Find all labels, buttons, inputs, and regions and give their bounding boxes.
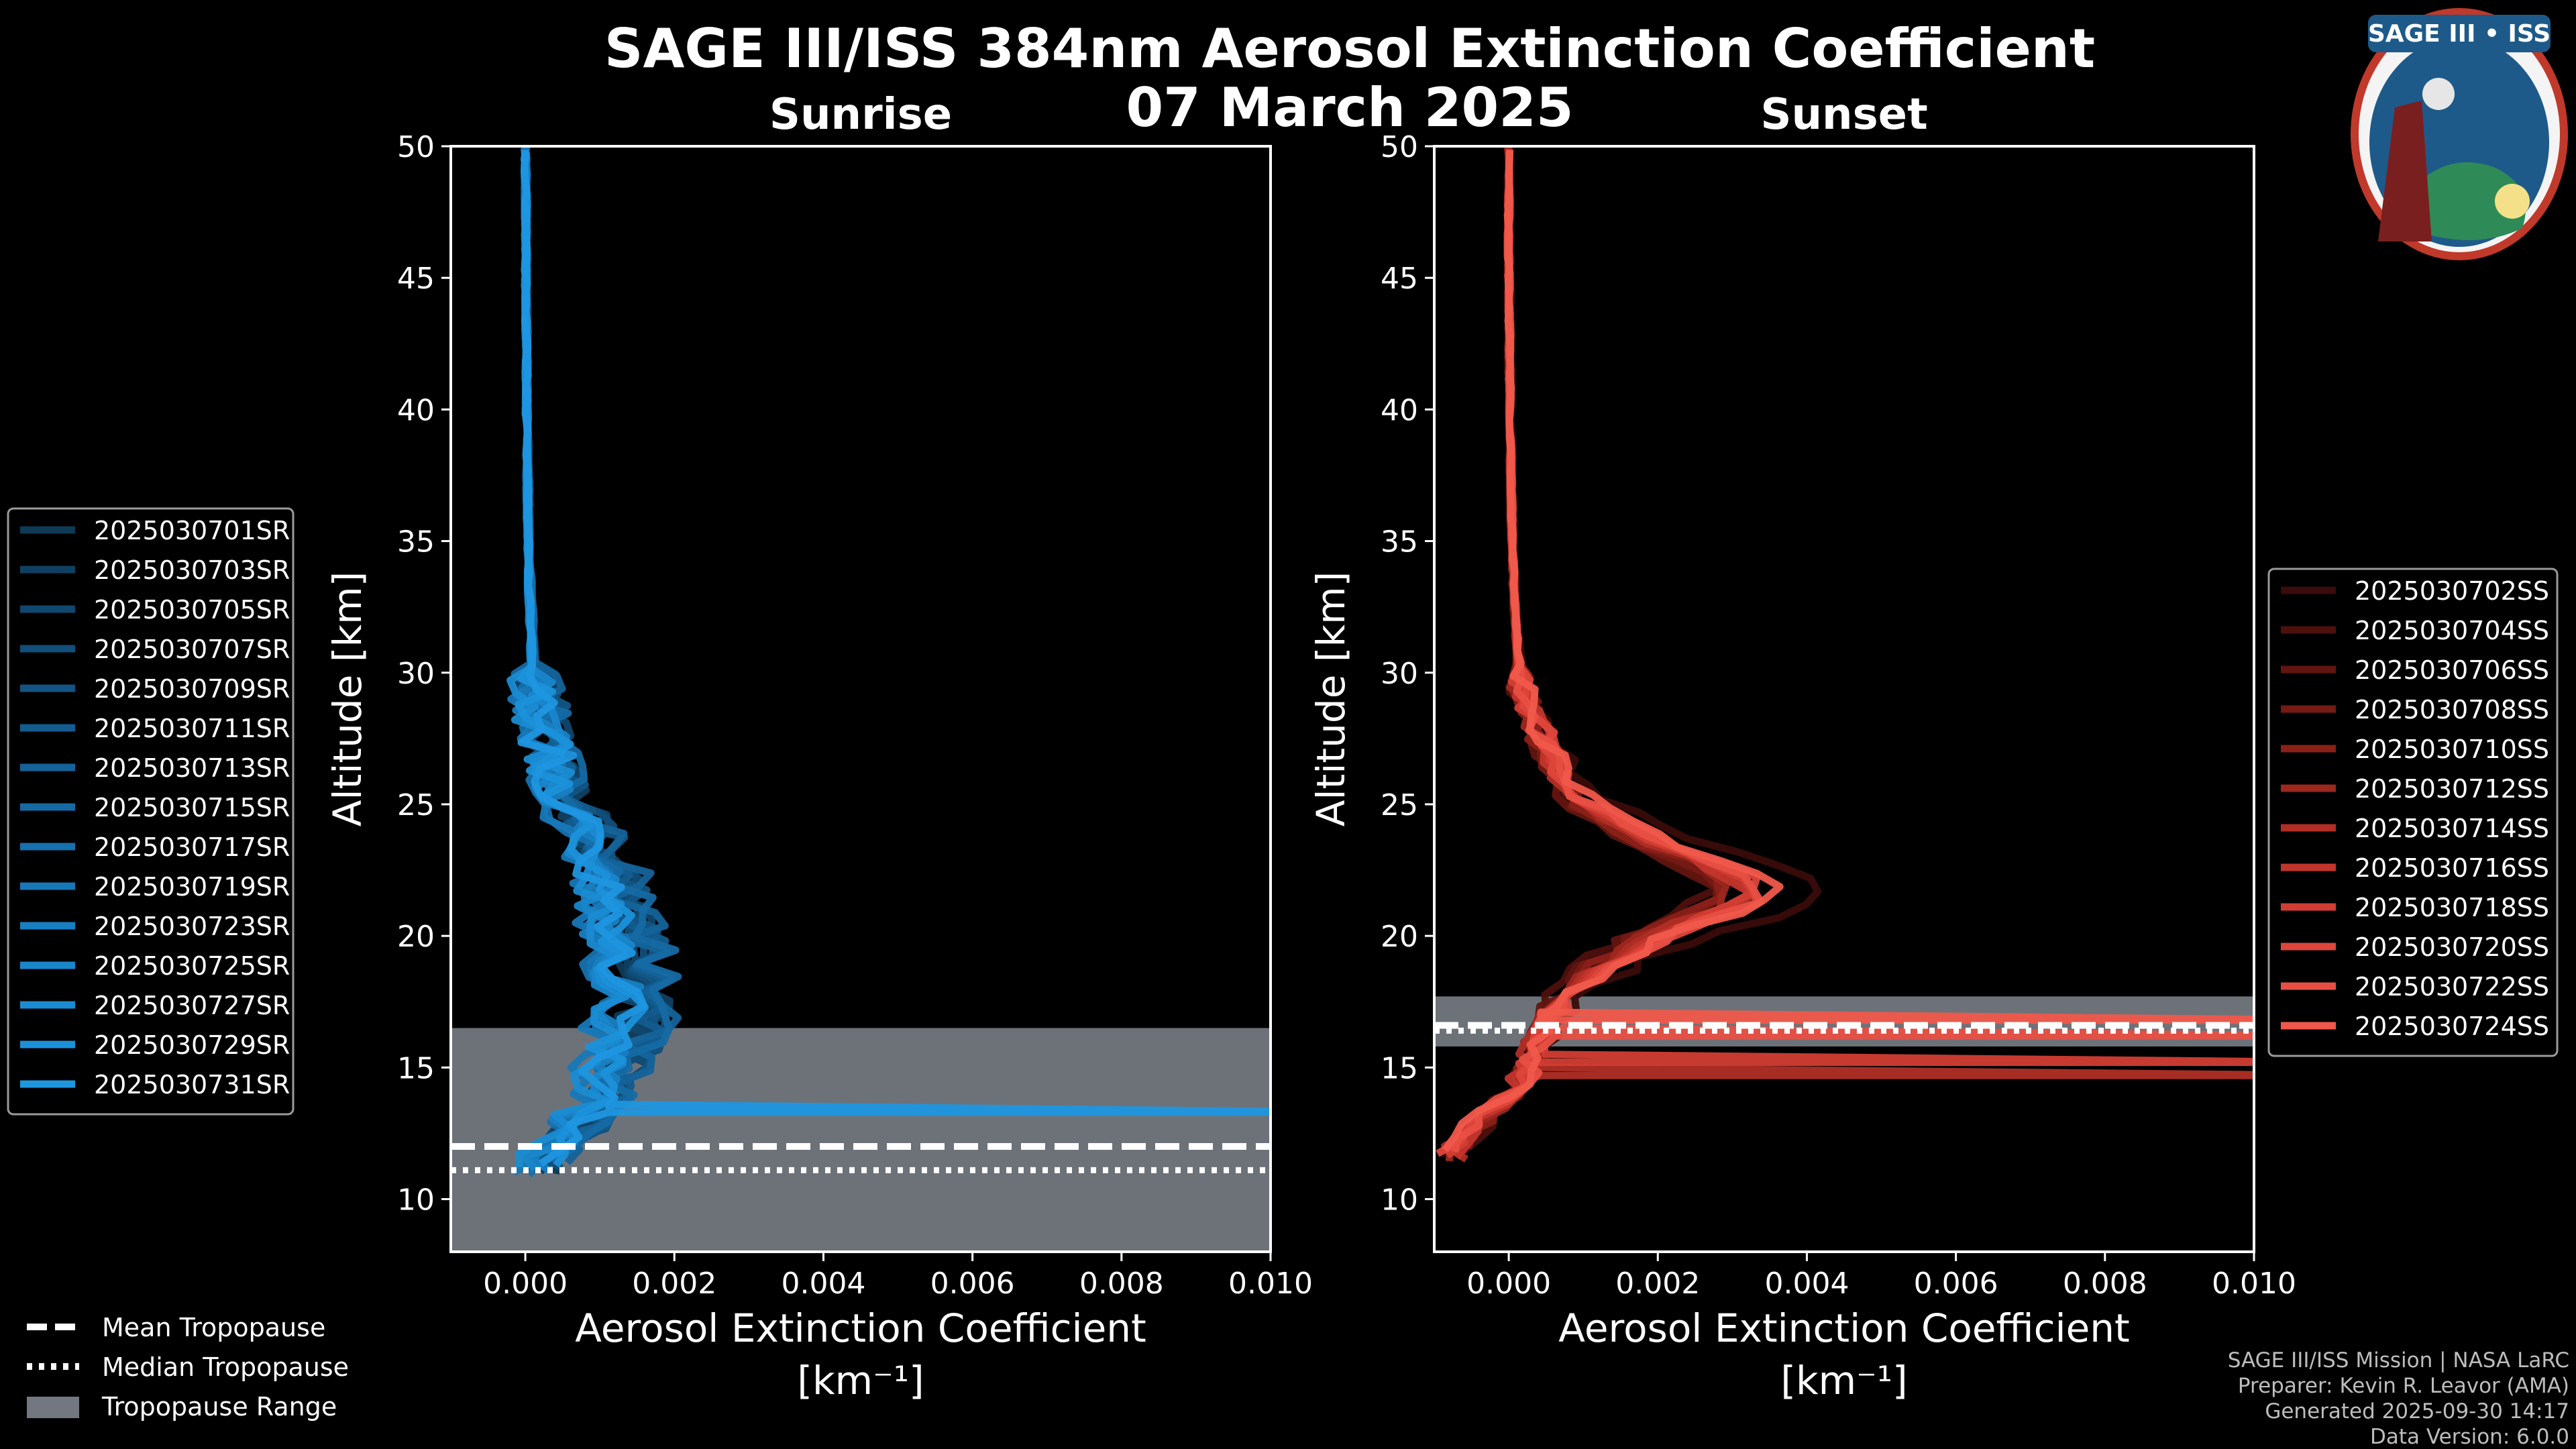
- sunrise-xtick-label: 0.006: [930, 1267, 1015, 1301]
- legend-label-2025030729SR: 2025030729SR: [94, 1030, 290, 1060]
- legend-label-2025030720SS: 2025030720SS: [2355, 932, 2549, 962]
- logo-earth-icon: [2402, 162, 2526, 240]
- sunset-legend: 2025030702SS 2025030704SS 2025030706SS 2025…: [2267, 568, 2559, 1057]
- sunrise-ytick-label: 15: [397, 1051, 435, 1085]
- sunrise-xlabel-units: [km⁻¹]: [797, 1358, 924, 1403]
- figure-title-line2: 07 March 2025: [1126, 76, 1573, 139]
- legend-label-2025030719SR: 2025030719SR: [94, 872, 290, 902]
- sunset-ytick-label: 10: [1381, 1183, 1418, 1218]
- sunrise-xtick-label: 0.000: [483, 1267, 568, 1301]
- legend-label-2025030712SS: 2025030712SS: [2355, 774, 2549, 804]
- figure-title-line1: SAGE III/ISS 384nm Aerosol Extinction Co…: [604, 17, 2095, 80]
- legend-label-2025030718SS: 2025030718SS: [2355, 893, 2549, 922]
- legend-label-2025030713SR: 2025030713SR: [94, 753, 290, 783]
- legend-label-2025030731SR: 2025030731SR: [94, 1070, 290, 1099]
- legend-label-2025030714SS: 2025030714SS: [2355, 814, 2549, 843]
- credit-line-3: Generated 2025-09-30 14:17: [2265, 1399, 2569, 1424]
- credit-line-4: Data Version: 6.0.0: [2370, 1425, 2569, 1449]
- sunrise-xtick-label: 0.002: [632, 1267, 716, 1301]
- sunset-xtick-label: 0.004: [1764, 1267, 1849, 1301]
- legend-label-2025030706SS: 2025030706SS: [2355, 655, 2549, 685]
- sunset-ytick-label: 25: [1381, 788, 1418, 822]
- sunrise-xtick-label: 0.004: [781, 1267, 865, 1301]
- sunset-ylabel: Altitude [km]: [1308, 572, 1354, 826]
- sunset-xlabel-units: [km⁻¹]: [1780, 1358, 1907, 1403]
- sunset-legend-box: [2267, 568, 2559, 1057]
- sunrise-ytick-label: 45: [397, 262, 435, 296]
- sunset-ytick-label: 30: [1381, 657, 1418, 691]
- legend-label-2025030711SR: 2025030711SR: [94, 714, 290, 743]
- legend-label-2025030725SR: 2025030725SR: [94, 951, 290, 981]
- sunset-xtick-label: 0.008: [2063, 1267, 2147, 1301]
- legend-label-2025030708SS: 2025030708SS: [2355, 695, 2549, 724]
- sunrise-plot-content: [451, 146, 1271, 1252]
- sunrise-ytick-label: 20: [397, 920, 435, 954]
- legend-label-2025030702SS: 2025030702SS: [2355, 576, 2549, 606]
- sunrise-xlabel: Aerosol Extinction Coefficient: [575, 1305, 1146, 1351]
- legend-label-2025030710SS: 2025030710SS: [2355, 735, 2549, 764]
- legend-label-2025030723SR: 2025030723SR: [94, 912, 290, 941]
- sunset-ytick-label: 15: [1381, 1051, 1418, 1085]
- mean-tropopause-legend-label: Mean Tropopause: [102, 1313, 325, 1342]
- sunrise-ytick-label: 30: [397, 657, 435, 691]
- sunset-xtick-label: 0.002: [1615, 1267, 1700, 1301]
- sunrise-ytick-label: 35: [397, 525, 435, 559]
- sunset-ytick-label: 35: [1381, 525, 1418, 559]
- sunset-plot-area: [1434, 146, 2254, 1252]
- legend-label-2025030717SR: 2025030717SR: [94, 833, 290, 862]
- sunrise-xtick-label: 0.008: [1079, 1267, 1164, 1301]
- sunset-ytick-label: 40: [1381, 393, 1418, 427]
- median-tropopause-legend-label: Median Tropopause: [102, 1352, 349, 1382]
- sunrise-xtick-label: 0.010: [1228, 1267, 1313, 1301]
- logo-moon-icon: [2422, 78, 2455, 110]
- sunrise-panel-title: Sunrise: [769, 90, 952, 140]
- legend-label-2025030704SS: 2025030704SS: [2355, 616, 2549, 645]
- sunset-ytick-label: 20: [1381, 920, 1418, 954]
- sunrise-panel: 0.000 0.002 0.004 0.006 0.008 0.010 10 15 20 25 30…: [7, 90, 1313, 1403]
- legend-label-2025030716SS: 2025030716SS: [2355, 853, 2549, 883]
- logo-banner: [2368, 15, 2551, 52]
- sunset-ytick-label: 50: [1381, 130, 1418, 164]
- legend-label-2025030727SR: 2025030727SR: [94, 991, 290, 1020]
- logo-sage-figure-icon: [2378, 101, 2432, 241]
- sunrise-ytick-label: 40: [397, 393, 435, 427]
- credit-line-2: Preparer: Kevin R. Leavor (AMA): [2238, 1374, 2569, 1398]
- sunset-xtick-label: 0.000: [1466, 1267, 1551, 1301]
- credits: SAGE III/ISS Mission | NASA LaRC Prepare…: [2228, 1348, 2569, 1449]
- sunset-axes-frame: [1433, 145, 2255, 1253]
- sunrise-axes-frame: [449, 145, 1272, 1253]
- sunrise-legend: 2025030701SR 2025030703SR 2025030705SR 2025…: [7, 507, 294, 1116]
- legend-label-2025030707SR: 2025030707SR: [94, 635, 290, 664]
- sunset-xtick-label: 0.006: [1914, 1267, 1998, 1301]
- sunrise-ytick-label: 25: [397, 788, 435, 822]
- legend-label-2025030709SR: 2025030709SR: [94, 674, 290, 704]
- sage-iii-iss-logo: SAGE III • ISS: [2351, 8, 2568, 260]
- sunset-panel-title: Sunset: [1760, 90, 1927, 140]
- legend-label-2025030701SR: 2025030701SR: [94, 516, 290, 545]
- sunset-xlabel: Aerosol Extinction Coefficient: [1558, 1305, 2130, 1351]
- sunset-ytick-label: 45: [1381, 262, 1418, 296]
- legend-label-2025030715SR: 2025030715SR: [94, 793, 290, 822]
- sunrise-legend-box: [7, 507, 294, 1116]
- legend-label-2025030722SS: 2025030722SS: [2355, 972, 2549, 1002]
- credit-line-1: SAGE III/ISS Mission | NASA LaRC: [2228, 1348, 2569, 1373]
- sunrise-ytick-label: 10: [397, 1183, 435, 1218]
- sunrise-ytick-label: 50: [397, 130, 435, 164]
- logo-sun-icon: [2495, 184, 2530, 219]
- sunrise-ylabel: Altitude [km]: [325, 572, 370, 826]
- logo-title: SAGE III • ISS: [2368, 20, 2551, 48]
- sunset-panel: 0.000 0.002 0.004 0.006 0.008 0.010 10 15 20 25 30…: [1308, 90, 2559, 1403]
- legend-label-2025030703SR: 2025030703SR: [94, 555, 290, 585]
- tropopause-range-legend-swatch: [27, 1397, 79, 1418]
- sunset-xtick-label: 0.010: [2212, 1267, 2296, 1301]
- legend-label-2025030724SS: 2025030724SS: [2355, 1012, 2549, 1041]
- profile-2025030724SS: [1442, 149, 2254, 1152]
- legend-label-2025030705SR: 2025030705SR: [94, 595, 290, 625]
- tropopause-range-legend-label: Tropopause Range: [101, 1392, 337, 1421]
- sunset-plot-content: [1434, 146, 2254, 1163]
- profile-2025030731SR: [517, 150, 1271, 1167]
- tropopause-legend: Mean Tropopause Median Tropopause Tropop…: [27, 1313, 349, 1421]
